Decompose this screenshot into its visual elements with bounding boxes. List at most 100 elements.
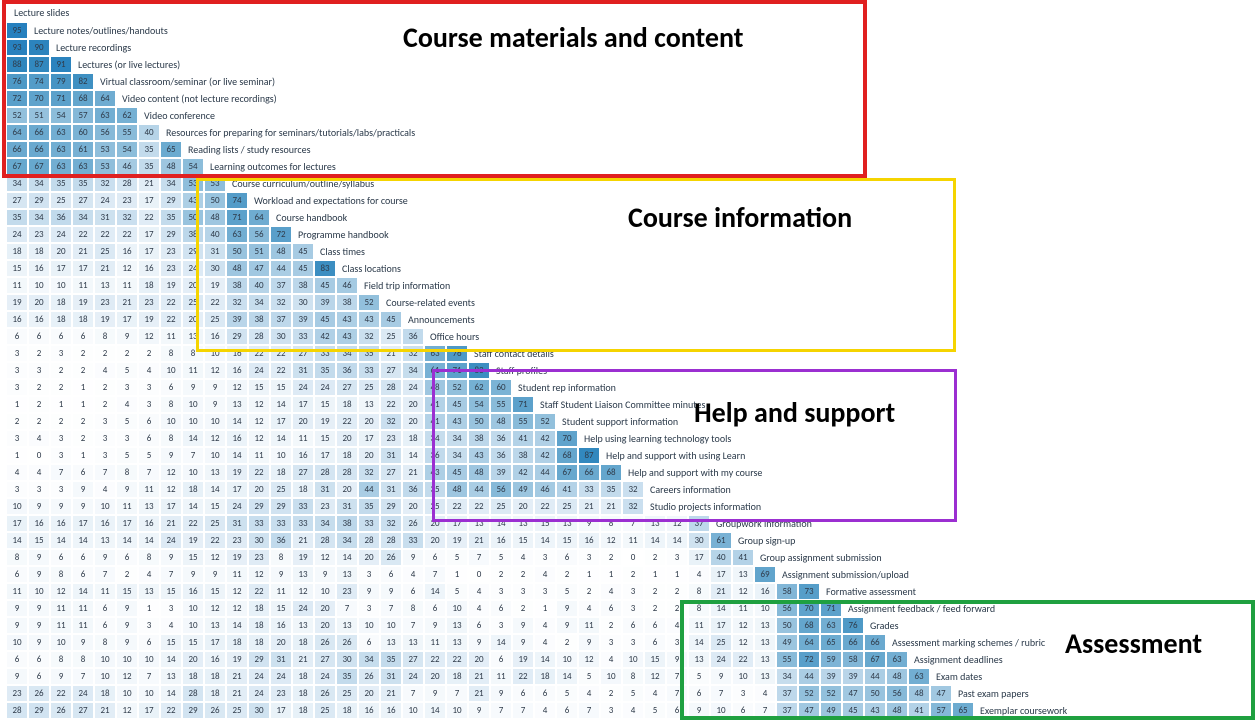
heatmap-cell: 25 xyxy=(336,685,358,702)
heatmap-cell: 36 xyxy=(270,532,292,549)
heatmap-cell: 23 xyxy=(160,243,182,260)
heatmap-cell: 2 xyxy=(116,345,138,362)
heatmap-cell: 12 xyxy=(314,549,336,566)
heatmap-cell: 3 xyxy=(116,379,138,396)
heatmap-cell: 16 xyxy=(182,583,204,600)
heatmap-cell: 6 xyxy=(6,566,28,583)
heatmap-cell: 3 xyxy=(358,600,380,617)
heatmap-cell: 17 xyxy=(204,634,226,651)
heatmap-cell: 10 xyxy=(446,600,468,617)
heatmap-cell: 11 xyxy=(72,617,94,634)
heatmap-cell: 24 xyxy=(94,192,116,209)
heatmap-cell: 31 xyxy=(314,481,336,498)
heatmap-cell: 12 xyxy=(732,583,754,600)
heatmap-cell: 26 xyxy=(204,702,226,719)
heatmap-cell: 9 xyxy=(72,481,94,498)
heatmap-cell: 11 xyxy=(94,583,116,600)
heatmap-cell: 22 xyxy=(270,362,292,379)
heatmap-cell: 3 xyxy=(28,481,50,498)
heatmap-cell: 9 xyxy=(160,447,182,464)
heatmap-cell: 6 xyxy=(644,634,666,651)
heatmap-cell: 12 xyxy=(248,566,270,583)
heatmap-cell: 28 xyxy=(6,702,28,719)
heatmap-cell: 27 xyxy=(380,362,402,379)
heatmap-cell: 10 xyxy=(138,651,160,668)
heatmap-cell: 22 xyxy=(182,515,204,532)
heatmap-cell: 22 xyxy=(248,464,270,481)
heatmap-cell: 20 xyxy=(402,396,424,413)
heatmap-cell: 4 xyxy=(600,583,622,600)
heatmap-cell: 4 xyxy=(578,685,600,702)
heatmap-cell: 16 xyxy=(380,702,402,719)
heatmap-cell: 21 xyxy=(72,243,94,260)
heatmap-cell: 22 xyxy=(72,226,94,243)
heatmap-cell: 5 xyxy=(556,685,578,702)
heatmap-cell: 8 xyxy=(160,396,182,413)
heatmap-cell: 9 xyxy=(28,549,50,566)
heatmap-cell: 11 xyxy=(72,277,94,294)
group-title: Help and support xyxy=(694,395,895,430)
heatmap-cell: 3 xyxy=(600,702,622,719)
heatmap-cell: 16 xyxy=(490,532,512,549)
heatmap-cell: 7 xyxy=(424,566,446,583)
heatmap-cell: 24 xyxy=(314,668,336,685)
heatmap-cell: 6 xyxy=(534,685,556,702)
heatmap-cell: 20 xyxy=(314,600,336,617)
heatmap-cell: 13 xyxy=(402,634,424,651)
heatmap-cell: 7 xyxy=(160,566,182,583)
heatmap-cell: 4 xyxy=(468,600,490,617)
heatmap-cell: 6 xyxy=(512,685,534,702)
heatmap-cell: 2 xyxy=(28,345,50,362)
heatmap-cell: 4 xyxy=(138,566,160,583)
heatmap-cell: 6 xyxy=(556,702,578,719)
heatmap-cell: 14 xyxy=(72,532,94,549)
heatmap-cell: 1 xyxy=(72,379,94,396)
heatmap-cell: 18 xyxy=(50,294,72,311)
heatmap-cell: 9 xyxy=(116,617,138,634)
heatmap-cell: 3 xyxy=(6,379,28,396)
heatmap-cell: 12 xyxy=(116,702,138,719)
heatmap-cell: 28 xyxy=(182,685,204,702)
heatmap-cell: 15 xyxy=(556,532,578,549)
heatmap-cell: 6 xyxy=(50,549,72,566)
heatmap-cell: 34 xyxy=(314,515,336,532)
heatmap-cell: 6 xyxy=(644,617,666,634)
heatmap-cell: 24 xyxy=(50,226,72,243)
heatmap-cell: 34 xyxy=(336,532,358,549)
heatmap-cell: 9 xyxy=(402,549,424,566)
heatmap-cell: 19 xyxy=(160,277,182,294)
heatmap-cell: 3 xyxy=(622,634,644,651)
heatmap-cell: 18 xyxy=(28,243,50,260)
heatmap-cell: 18 xyxy=(6,243,28,260)
heatmap-cell: 14 xyxy=(138,532,160,549)
heatmap-cell: 9 xyxy=(28,566,50,583)
heatmap-cell: 13 xyxy=(204,464,226,481)
heatmap-cell: 13 xyxy=(94,532,116,549)
heatmap-cell: 18 xyxy=(182,481,204,498)
heatmap-cell: 4 xyxy=(600,651,622,668)
heatmap-cell: 11 xyxy=(6,583,28,600)
heatmap-cell: 20 xyxy=(358,413,380,430)
heatmap-cell: 38 xyxy=(336,515,358,532)
heatmap-cell: 22 xyxy=(160,702,182,719)
heatmap-cell: 4 xyxy=(622,702,644,719)
heatmap-cell: 36 xyxy=(50,209,72,226)
heatmap-cell: 18 xyxy=(336,702,358,719)
heatmap-cell: 4 xyxy=(512,549,534,566)
heatmap-cell: 26 xyxy=(336,634,358,651)
heatmap-cell: 10 xyxy=(182,600,204,617)
heatmap-cell: 10 xyxy=(204,447,226,464)
heatmap-cell: 24 xyxy=(270,668,292,685)
heatmap-cell: 1 xyxy=(6,396,28,413)
heatmap-cell: 10 xyxy=(116,651,138,668)
heatmap-cell: 33 xyxy=(270,515,292,532)
heatmap-cell: 14 xyxy=(270,396,292,413)
heatmap-cell: 9 xyxy=(50,668,72,685)
heatmap-cell: 3 xyxy=(138,379,160,396)
heatmap-cell: 14 xyxy=(556,668,578,685)
heatmap-cell: 6 xyxy=(72,566,94,583)
heatmap-cell: 10 xyxy=(314,583,336,600)
heatmap-cell: 14 xyxy=(116,532,138,549)
heatmap-cell: 21 xyxy=(468,685,490,702)
heatmap-cell: 29 xyxy=(28,192,50,209)
